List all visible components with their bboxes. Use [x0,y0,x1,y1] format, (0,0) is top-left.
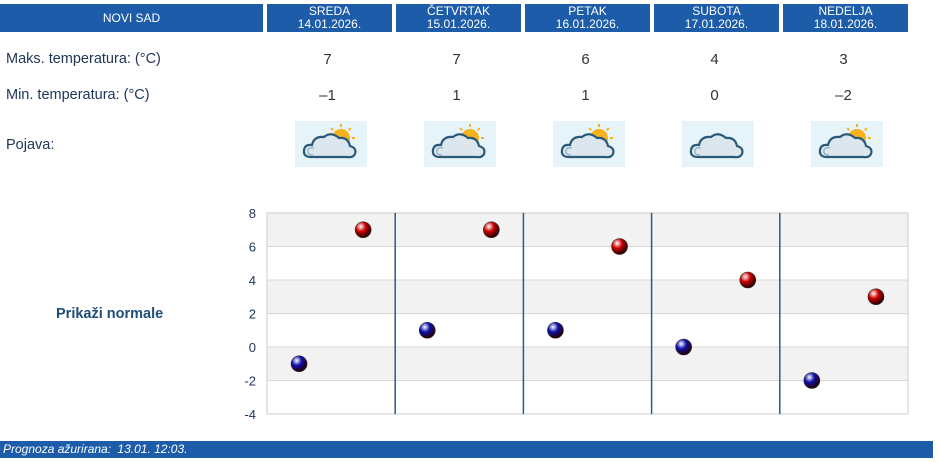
day-name: NEDELJA [818,4,873,18]
day-name: SREDA [308,4,351,18]
chart-band [267,246,908,280]
footer-value: 13.01. 12:03. [117,442,188,456]
min-temp-point [675,338,692,356]
chart-band [267,213,908,247]
min-temp-value: 0 [710,87,719,104]
partly-cloudy-icon [295,121,367,167]
max-temp-value: 3 [839,51,848,68]
min-temp-point [290,355,308,373]
y-tick-label: -4 [244,407,256,422]
max-temp-point [483,221,500,239]
show-normals-link[interactable]: Prikaži normale [56,306,164,322]
partly-cloudy-icon [424,121,496,167]
day-date: 16.01.2026. [555,17,620,31]
day-header: SREDA 14.01.2026. [267,4,392,32]
day-header: SUBOTA 17.01.2026. [654,4,779,32]
min-temp-point [547,321,564,339]
max-temp-point [354,221,372,239]
y-tick-label: -2 [244,374,256,389]
min-temp-value: –2 [835,87,852,104]
footer-bar: Prognoza ažurirana: 13.01. 12:03. [0,441,933,458]
chart-band [267,347,908,381]
day-date: 18.01.2026. [813,17,878,31]
day-date: 14.01.2026. [297,17,362,31]
day-header: NEDELJA 18.01.2026. [783,4,908,32]
day-date: 17.01.2026. [684,17,749,31]
chart-band [267,380,908,414]
partly-cloudy-icon [811,121,883,167]
chart-band [267,280,908,314]
max-temp-point [739,271,757,289]
max-temp-value: 7 [323,51,332,68]
y-tick-label: 2 [249,307,256,322]
phenomenon-label: Pojava: [6,137,55,153]
temperature-chart: 8 6 4 2 0 -2 -4 [244,206,909,422]
day-header: PETAK 16.01.2026. [525,4,650,32]
day-name: SUBOTA [692,4,741,18]
min-temp-label: Min. temperatura: (°C) [6,87,150,103]
min-temp-value: –1 [319,87,336,104]
day-date: 15.01.2026. [426,17,491,31]
max-temp-value: 4 [710,51,719,68]
footer-label: Prognoza ažurirana: [3,442,112,456]
chart-band [267,313,908,347]
y-tick-label: 6 [249,240,256,255]
day-name: ČETVRTAK [427,4,490,18]
max-temp-point [611,238,628,255]
max-temp-point [867,288,885,306]
plot-frame [266,212,909,415]
min-temp-value: 1 [581,87,590,104]
city-header: NOVI SAD [0,4,263,32]
y-tick-label: 0 [249,340,256,355]
min-temp-point [803,372,821,389]
partly-cloudy-icon [553,121,625,167]
min-temp-value: 1 [452,87,461,104]
max-temp-value: 7 [452,51,461,68]
city-name: NOVI SAD [102,11,161,25]
day-name: PETAK [568,4,607,18]
max-temp-label: Maks. temperatura: (°C) [6,51,161,67]
y-tick-label: 8 [249,206,256,221]
min-temp-point [418,321,436,339]
max-temp-value: 6 [581,51,590,68]
cloud-icon [682,121,754,167]
day-header: ČETVRTAK 15.01.2026. [396,4,521,32]
y-tick-label: 4 [249,273,256,288]
